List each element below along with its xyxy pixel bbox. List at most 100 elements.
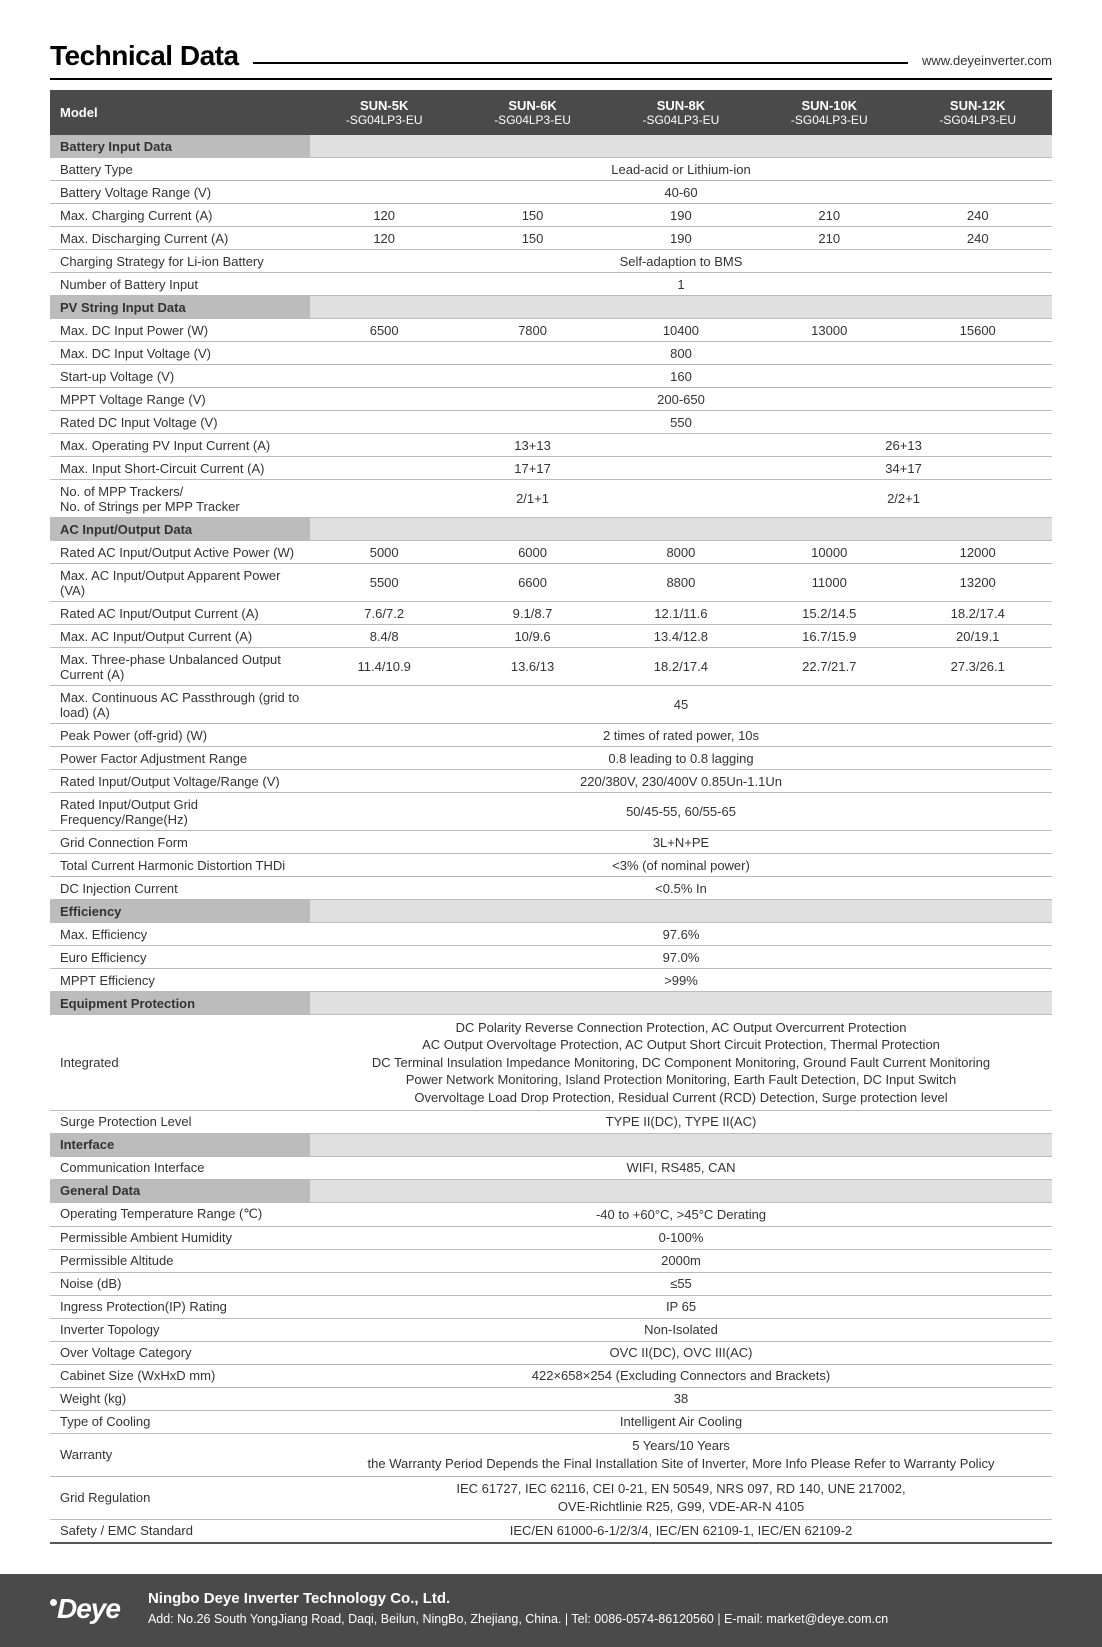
row-value: 10400 (607, 319, 755, 342)
row-label: Communication Interface (50, 1156, 310, 1179)
col-header: SUN-12K-SG04LP3-EU (903, 90, 1052, 135)
table-row: Euro Efficiency97.0% (50, 946, 1052, 969)
table-row: Ingress Protection(IP) RatingIP 65 (50, 1295, 1052, 1318)
row-value: 240 (903, 227, 1052, 250)
row-label: Rated DC Input Voltage (V) (50, 411, 310, 434)
row-value: 120 (310, 204, 458, 227)
row-label: No. of MPP Trackers/No. of Strings per M… (50, 480, 310, 518)
row-label: Permissible Altitude (50, 1249, 310, 1272)
table-row: Rated AC Input/Output Current (A)7.6/7.2… (50, 602, 1052, 625)
row-label: Charging Strategy for Li-ion Battery (50, 250, 310, 273)
table-row: Weight (kg)38 (50, 1387, 1052, 1410)
row-value: 15.2/14.5 (755, 602, 903, 625)
section-title: AC Input/Output Data (50, 518, 310, 541)
table-row: Max. Charging Current (A)120150190210240 (50, 204, 1052, 227)
table-row: Max. Three-phase Unbalanced Output Curre… (50, 648, 1052, 686)
row-label: Over Voltage Category (50, 1341, 310, 1364)
row-label: Integrated (50, 1015, 310, 1111)
section-row: Battery Input Data (50, 135, 1052, 158)
table-row: Safety / EMC StandardIEC/EN 61000-6-1/2/… (50, 1519, 1052, 1543)
table-row: Type of CoolingIntelligent Air Cooling (50, 1410, 1052, 1433)
row-value-full: 40-60 (310, 181, 1052, 204)
header-url: www.deyeinverter.com (922, 53, 1052, 72)
row-value: 190 (607, 227, 755, 250)
row-value-full: 550 (310, 411, 1052, 434)
table-row: MPPT Efficiency>99% (50, 969, 1052, 992)
table-row: Rated AC Input/Output Active Power (W)50… (50, 541, 1052, 564)
row-value: 11000 (755, 564, 903, 602)
page-footer: Deye Ningbo Deye Inverter Technology Co.… (0, 1574, 1102, 1647)
table-row: Permissible Altitude2000m (50, 1249, 1052, 1272)
col-header: SUN-10K-SG04LP3-EU (755, 90, 903, 135)
footer-text: Ningbo Deye Inverter Technology Co., Ltd… (148, 1588, 888, 1629)
row-value-full: 2000m (310, 1249, 1052, 1272)
row-value-full: >99% (310, 969, 1052, 992)
row-value: 240 (903, 204, 1052, 227)
table-row: Max. DC Input Voltage (V)800 (50, 342, 1052, 365)
row-label: Rated Input/Output Grid Frequency/Range(… (50, 793, 310, 831)
row-value: 12.1/11.6 (607, 602, 755, 625)
footer-logo: Deye (50, 1593, 120, 1625)
row-value-full: TYPE II(DC), TYPE II(AC) (310, 1110, 1052, 1133)
table-row: Total Current Harmonic Distortion THDi<3… (50, 854, 1052, 877)
table-row: Inverter TopologyNon-Isolated (50, 1318, 1052, 1341)
table-row: Over Voltage CategoryOVC II(DC), OVC III… (50, 1341, 1052, 1364)
row-label: Max. Three-phase Unbalanced Output Curre… (50, 648, 310, 686)
row-value-full: 97.0% (310, 946, 1052, 969)
row-value: 10000 (755, 541, 903, 564)
row-label: Grid Connection Form (50, 831, 310, 854)
col-header: SUN-8K-SG04LP3-EU (607, 90, 755, 135)
page-header: Technical Data www.deyeinverter.com (50, 40, 1052, 80)
section-blank (310, 1179, 1052, 1202)
row-value-full: <3% (of nominal power) (310, 854, 1052, 877)
row-value: 8.4/8 (310, 625, 458, 648)
row-value: 20/19.1 (903, 625, 1052, 648)
row-label: Permissible Ambient Humidity (50, 1226, 310, 1249)
col-header: SUN-6K-SG04LP3-EU (458, 90, 606, 135)
section-blank (310, 900, 1052, 923)
row-value-full: 220/380V, 230/400V 0.85Un-1.1Un (310, 770, 1052, 793)
row-value: 120 (310, 227, 458, 250)
row-label: Max. Efficiency (50, 923, 310, 946)
section-row: Equipment Protection (50, 992, 1052, 1015)
row-value-full: 45 (310, 686, 1052, 724)
row-label: Cabinet Size (WxHxD mm) (50, 1364, 310, 1387)
spec-table: Model SUN-5K-SG04LP3-EU SUN-6K-SG04LP3-E… (50, 90, 1052, 1544)
table-row: Grid RegulationIEC 61727, IEC 62116, CEI… (50, 1476, 1052, 1519)
row-value-full: 50/45-55, 60/55-65 (310, 793, 1052, 831)
row-value: 13.6/13 (458, 648, 606, 686)
row-label: Number of Battery Input (50, 273, 310, 296)
table-row: Max. Discharging Current (A)120150190210… (50, 227, 1052, 250)
row-label: Battery Type (50, 158, 310, 181)
row-value-full: 97.6% (310, 923, 1052, 946)
table-row: Max. DC Input Power (W)65007800104001300… (50, 319, 1052, 342)
row-label: Type of Cooling (50, 1410, 310, 1433)
row-value: 5500 (310, 564, 458, 602)
table-row: Max. Continuous AC Passthrough (grid to … (50, 686, 1052, 724)
row-value: 6500 (310, 319, 458, 342)
spec-tbody: Battery Input DataBattery TypeLead-acid … (50, 135, 1052, 1543)
row-value-full: -40 to +60°C, >45°C Derating (310, 1202, 1052, 1226)
section-blank (310, 135, 1052, 158)
row-value: 13.4/12.8 (607, 625, 755, 648)
row-value-full: 3L+N+PE (310, 831, 1052, 854)
table-row: Surge Protection LevelTYPE II(DC), TYPE … (50, 1110, 1052, 1133)
row-value-full: 5 Years/10 Yearsthe Warranty Period Depe… (310, 1433, 1052, 1476)
table-row: Communication InterfaceWIFI, RS485, CAN (50, 1156, 1052, 1179)
row-value: 11.4/10.9 (310, 648, 458, 686)
row-label: Peak Power (off-grid) (W) (50, 724, 310, 747)
row-label: DC Injection Current (50, 877, 310, 900)
row-label: Rated AC Input/Output Current (A) (50, 602, 310, 625)
row-value: 6600 (458, 564, 606, 602)
row-value: 13000 (755, 319, 903, 342)
row-value: 150 (458, 227, 606, 250)
row-value-full: ≤55 (310, 1272, 1052, 1295)
table-row: Noise (dB)≤55 (50, 1272, 1052, 1295)
row-value: 150 (458, 204, 606, 227)
section-blank (310, 992, 1052, 1015)
row-value: 5000 (310, 541, 458, 564)
table-row: IntegratedDC Polarity Reverse Connection… (50, 1015, 1052, 1111)
row-value: 10/9.6 (458, 625, 606, 648)
row-value-full: Non-Isolated (310, 1318, 1052, 1341)
row-value-full: IEC/EN 61000-6-1/2/3/4, IEC/EN 62109-1, … (310, 1519, 1052, 1543)
